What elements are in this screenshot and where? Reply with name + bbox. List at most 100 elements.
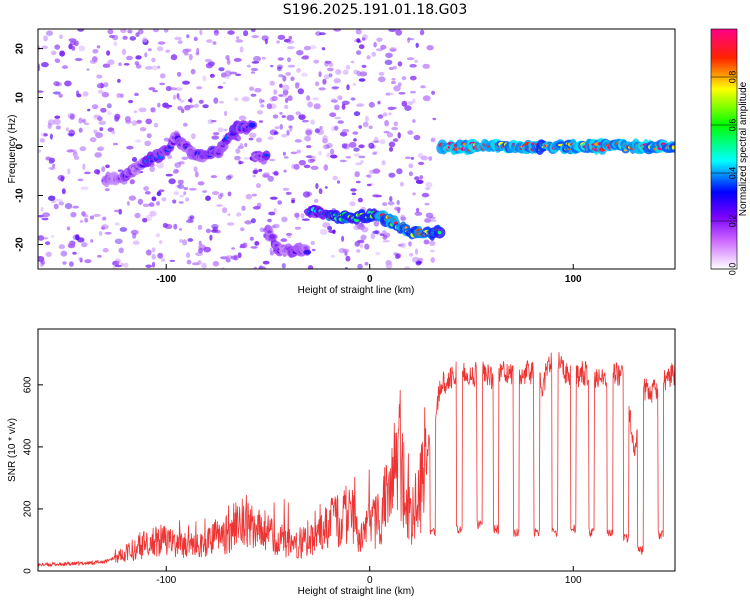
spectrogram-noise-cell <box>144 191 151 195</box>
spectrogram-noise-cell <box>372 194 380 198</box>
spectrogram-noise-cell <box>82 91 89 97</box>
spectrogram-noise-cell <box>404 105 412 111</box>
spectrogram-noise-cell <box>426 45 434 51</box>
spectrogram-noise-cell <box>307 265 314 269</box>
spectrogram-noise-cell <box>68 133 74 137</box>
spectrogram-noise-cell <box>188 99 192 102</box>
spectrogram-noise-cell <box>420 155 428 161</box>
spectrogram-noise-cell <box>106 50 111 56</box>
spectrogram-noise-cell <box>119 93 124 98</box>
spectrogram-noise-cell <box>89 215 95 220</box>
spectrogram-noise-cell <box>59 34 63 40</box>
spectrogram-noise-cell <box>177 183 185 190</box>
spectrogram-noise-cell <box>82 118 87 124</box>
spectrogram-noise-cell <box>102 63 111 68</box>
spectrogram-noise-cell <box>98 231 103 236</box>
spectrogram-noise-cell <box>197 260 202 265</box>
spectrogram-noise-cell <box>72 234 81 241</box>
spectrogram-noise-cell <box>284 97 289 104</box>
spectrogram-noise-cell <box>227 213 231 217</box>
spectrogram-noise-cell <box>212 260 220 267</box>
spectrogram-noise-cell <box>183 191 187 196</box>
y-tick-label: 400 <box>23 438 34 455</box>
spectrogram-noise-cell <box>375 251 381 256</box>
spectrogram-noise-cell <box>134 61 140 66</box>
spectrogram-noise-cell <box>38 149 42 153</box>
spectrogram-noise-cell <box>312 97 320 101</box>
spectrogram-noise-cell <box>196 86 203 90</box>
spectrogram-noise-cell <box>150 107 156 113</box>
spectrogram-noise-cell <box>324 186 328 189</box>
spectrogram-noise-cell <box>355 162 363 166</box>
spectrogram-noise-cell <box>193 36 198 42</box>
spectrogram-noise-cell <box>410 90 416 94</box>
spectrogram-noise-cell <box>70 211 77 218</box>
spectrogram-noise-cell <box>339 159 347 163</box>
spectrogram-noise-cell <box>99 127 104 132</box>
spectrogram-noise-cell <box>58 201 65 206</box>
spectrogram-noise-cell <box>55 125 62 130</box>
spectrogram-noise-cell <box>244 220 252 225</box>
spectrogram-noise-cell <box>78 127 83 133</box>
spectrogram-noise-cell <box>394 253 400 260</box>
spectrogram-noise-cell <box>383 130 390 134</box>
spectrogram-noise-cell <box>422 95 431 102</box>
spectrogram-noise-cell <box>83 122 90 126</box>
spectrogram-noise-cell <box>45 241 51 246</box>
spectrogram-noise-cell <box>69 41 76 46</box>
spectrogram-noise-cell <box>123 63 130 66</box>
spectrogram-noise-cell <box>156 162 164 169</box>
spectrogram-noise-cell <box>358 155 366 159</box>
spectrogram-noise-cell <box>60 250 68 257</box>
spectrogram-noise-cell <box>190 68 196 75</box>
spectrogram-noise-cell <box>84 171 91 175</box>
spectrogram-noise-cell <box>106 103 112 109</box>
spectrogram-noise-cell <box>197 181 205 186</box>
spectrogram-noise-cell <box>193 103 199 109</box>
spectrogram-noise-cell <box>91 104 99 110</box>
spectrogram-noise-cell <box>89 59 97 64</box>
spectrogram-noise-cell <box>123 262 129 268</box>
spectrogram-noise-cell <box>269 80 275 86</box>
spectrogram-noise-cell <box>112 34 119 41</box>
spectrogram-noise-cell <box>67 243 76 249</box>
spectrogram-noise-cell <box>424 218 432 223</box>
y-tick-label: 10 <box>15 92 26 104</box>
spectrogram-noise-cell <box>243 30 249 37</box>
spectrogram-noise-cell <box>287 57 291 63</box>
spectrogram-noise-cell <box>304 135 312 142</box>
spectrogram-noise-cell <box>286 129 290 136</box>
spectrogram-noise-cell <box>45 251 52 257</box>
spectrogram-noise-cell <box>96 45 101 49</box>
spectrogram-noise-cell <box>407 37 411 44</box>
spectrogram-noise-cell <box>356 249 361 253</box>
spectrogram-noise-cell <box>169 87 177 91</box>
spectrogram-noise-cell <box>370 233 376 240</box>
spectrogram-noise-cell <box>293 163 300 170</box>
spectrogram-noise-cell <box>382 234 388 240</box>
spectrogram-noise-cell <box>249 86 255 91</box>
spectrogram-noise-cell <box>397 61 403 67</box>
spectrogram-noise-cell <box>211 135 219 140</box>
spectrogram-noise-cell <box>118 247 124 254</box>
spectrogram-noise-cell <box>47 119 55 126</box>
spectrogram-noise-cell <box>282 187 290 191</box>
spectrogram-noise-cell <box>225 55 230 60</box>
spectrogram-noise-cell <box>148 48 152 52</box>
spectrogram-noise-cell <box>353 147 360 152</box>
spectrogram-noise-cell <box>432 117 437 121</box>
spectrogram-noise-cell <box>209 73 215 78</box>
spectrogram-noise-cell <box>400 214 406 221</box>
spectrogram-noise-cell <box>198 247 204 254</box>
spectrogram-noise-cell <box>43 35 48 42</box>
spectrogram-noise-cell <box>365 115 369 122</box>
spectrogram-noise-cell <box>84 217 89 223</box>
spectrogram-noise-cell <box>52 91 61 95</box>
spectrogram-noise-cell <box>184 48 192 53</box>
spectrogram-noise-cell <box>396 168 403 175</box>
spectrogram-noise-cell <box>342 248 350 253</box>
spectrogram-noise-cell <box>112 142 119 146</box>
spectrogram-ylabel: Frequency (Hz) <box>7 115 18 184</box>
spectrogram-noise-cell <box>182 122 188 127</box>
spectrogram-noise-cell <box>231 247 236 250</box>
